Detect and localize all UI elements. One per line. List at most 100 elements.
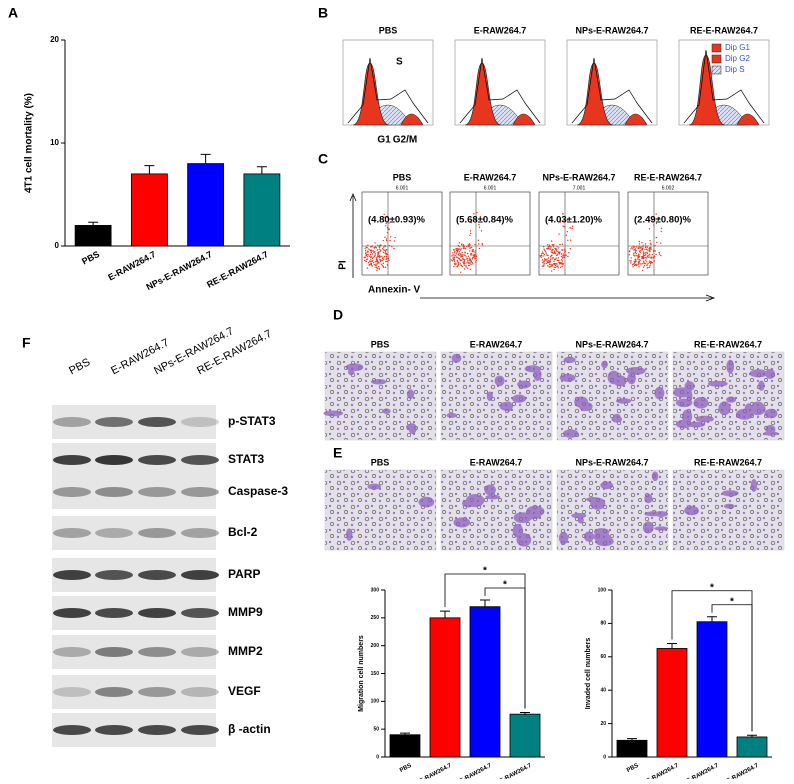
event-dot <box>543 262 545 265</box>
y-tick-label: 300 <box>371 587 380 593</box>
stained-cell <box>613 375 627 387</box>
event-dot <box>654 244 656 247</box>
event-dot <box>646 264 648 266</box>
x-tick-label: NPs-E-RAW264.7 <box>674 763 720 779</box>
y-tick-label: 0 <box>55 241 60 250</box>
event-dot <box>555 248 557 250</box>
event-dot <box>642 251 645 253</box>
blot-row-label: VEGF <box>228 684 261 698</box>
stained-cell <box>578 401 593 412</box>
stained-cell <box>577 516 584 524</box>
event-dot <box>470 246 473 249</box>
y-tick-label: 10 <box>50 138 59 147</box>
event-dot <box>646 267 648 269</box>
event-dot <box>653 250 655 253</box>
stained-cell <box>382 408 391 414</box>
stained-cell <box>758 380 765 391</box>
event-dot <box>459 263 462 265</box>
stained-cells <box>684 478 758 516</box>
event-dot <box>552 246 555 248</box>
event-dot <box>649 251 651 253</box>
blot-band <box>95 608 133 618</box>
apoptosis-percent: (4.03±1.20)% <box>545 215 603 226</box>
event-dot <box>639 259 641 262</box>
event-dot <box>646 255 649 257</box>
event-dot <box>655 222 658 225</box>
event-dot <box>548 244 551 247</box>
event-dot <box>633 249 635 251</box>
event-dot <box>459 254 461 257</box>
event-dot <box>547 259 549 262</box>
stained-cell <box>723 503 735 509</box>
blot-band <box>181 417 219 427</box>
event-dot <box>376 252 379 254</box>
stained-cell <box>675 398 693 408</box>
event-dot <box>385 224 387 227</box>
event-dot <box>470 263 472 266</box>
event-dot <box>632 254 635 256</box>
apoptosis-percent: (2.49±0.80)% <box>634 215 692 226</box>
event-dot <box>370 246 372 248</box>
blot-strip <box>52 675 216 709</box>
y-tick-label: 0 <box>603 754 606 760</box>
blot-band <box>95 455 133 465</box>
event-dot <box>634 251 637 254</box>
blot-band <box>53 528 91 538</box>
stained-cell <box>499 401 514 411</box>
bar <box>469 606 501 758</box>
event-dot <box>550 256 552 258</box>
event-dot <box>557 257 560 259</box>
event-dot <box>382 258 385 260</box>
event-dot <box>462 262 465 265</box>
event-dot <box>644 243 647 245</box>
event-dot <box>480 230 483 232</box>
event-dot <box>454 250 456 252</box>
image-title: NPs-E-RAW264.7 <box>575 339 648 349</box>
event-dot <box>365 254 367 257</box>
quadrant-value: 6.001 <box>396 185 409 191</box>
stained-cell <box>446 412 457 418</box>
event-dot <box>631 263 634 266</box>
y-tick-label: 60 <box>600 654 606 660</box>
event-dot <box>368 264 370 266</box>
stained-cell <box>418 496 435 508</box>
event-dot <box>649 264 651 267</box>
event-dot <box>563 248 566 250</box>
stained-cell <box>651 471 659 482</box>
event-dot <box>461 265 464 268</box>
event-dot <box>383 256 386 258</box>
event-dot <box>374 254 376 257</box>
event-dot <box>386 226 389 229</box>
event-dot <box>454 263 456 265</box>
blot-strip <box>52 475 216 509</box>
event-dot <box>550 254 553 257</box>
event-dot <box>474 254 476 256</box>
event-dot <box>642 244 644 247</box>
event-dot <box>628 254 631 256</box>
event-dot <box>461 251 463 254</box>
event-dot <box>649 256 651 258</box>
event-dot <box>631 246 633 249</box>
event-dot <box>650 256 653 258</box>
blot-band <box>95 528 133 538</box>
stained-cell <box>484 484 496 496</box>
event-dot <box>469 221 471 223</box>
y-tick-label: 20 <box>600 721 606 727</box>
event-dot <box>658 251 661 254</box>
blot-row-label: PARP <box>228 567 260 581</box>
event-dot <box>471 263 474 265</box>
event-dot <box>640 246 642 248</box>
event-dot <box>452 249 455 251</box>
event-dot <box>387 256 389 258</box>
stained-cell <box>644 493 653 504</box>
event-dot <box>453 252 456 254</box>
event-dot <box>565 254 567 257</box>
event-dot <box>376 269 378 272</box>
blot-band <box>138 528 176 538</box>
event-dot <box>475 261 477 263</box>
event-dot <box>466 252 469 255</box>
stained-cell <box>562 429 579 438</box>
blot-band <box>181 487 219 497</box>
event-dot <box>466 258 469 260</box>
event-dot <box>453 256 456 259</box>
